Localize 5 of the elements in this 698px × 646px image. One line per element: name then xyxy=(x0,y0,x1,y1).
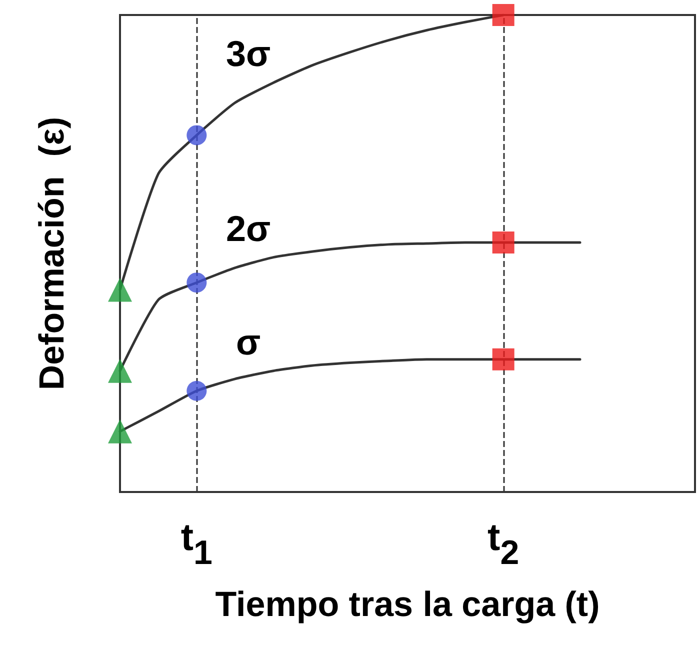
series-label: 2σ xyxy=(226,208,271,249)
x-axis-title: Tiempo tras la carga (t) xyxy=(215,585,600,624)
y-axis-title: Deformación (ε) xyxy=(32,116,72,390)
series-label: σ xyxy=(236,321,261,362)
series-label: 3σ xyxy=(226,33,271,74)
